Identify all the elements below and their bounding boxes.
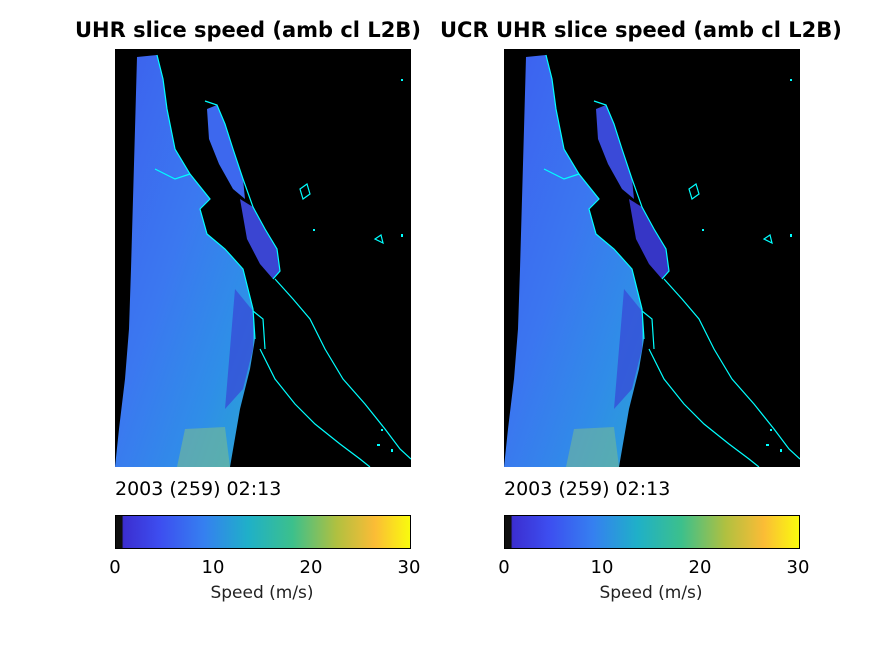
dark-band — [614, 289, 642, 409]
panel-2-tick-0: 0 — [498, 557, 510, 578]
panel-2-timestamp: 2003 (259) 02:13 — [504, 478, 671, 500]
panel-1-colorbar — [115, 515, 411, 549]
panel-2-tick-30: 30 — [786, 557, 810, 578]
panel-1-map — [115, 49, 411, 467]
bright-patch — [177, 427, 230, 467]
panel-1-title: UHR slice speed (amb cl L2B) — [75, 18, 421, 42]
panel-2-tick-20: 20 — [688, 557, 712, 578]
panel-1-tick-0: 0 — [109, 557, 121, 578]
panel-2-map — [504, 49, 800, 467]
panel-2-title: UCR UHR slice speed (amb cl L2B) — [440, 18, 842, 42]
panel-2-tick-10: 10 — [590, 557, 614, 578]
pacific-swath — [504, 55, 644, 467]
panel-1-tick-10: 10 — [201, 557, 225, 578]
gulf-lower — [240, 199, 280, 279]
panel-2-colorbar — [504, 515, 800, 549]
panel-1-tick-20: 20 — [299, 557, 323, 578]
panel-1-tick-30: 30 — [397, 557, 421, 578]
panel-1-timestamp: 2003 (259) 02:13 — [115, 478, 282, 500]
panel-2-colorbar-label: Speed (m/s) — [599, 583, 703, 603]
pacific-swath — [115, 55, 255, 467]
bright-patch — [566, 427, 619, 467]
dark-band — [225, 289, 253, 409]
gulf-upper — [207, 105, 245, 199]
gulf-upper — [596, 105, 634, 199]
panel-1-colorbar-label: Speed (m/s) — [210, 583, 314, 603]
gulf-lower — [629, 199, 669, 279]
